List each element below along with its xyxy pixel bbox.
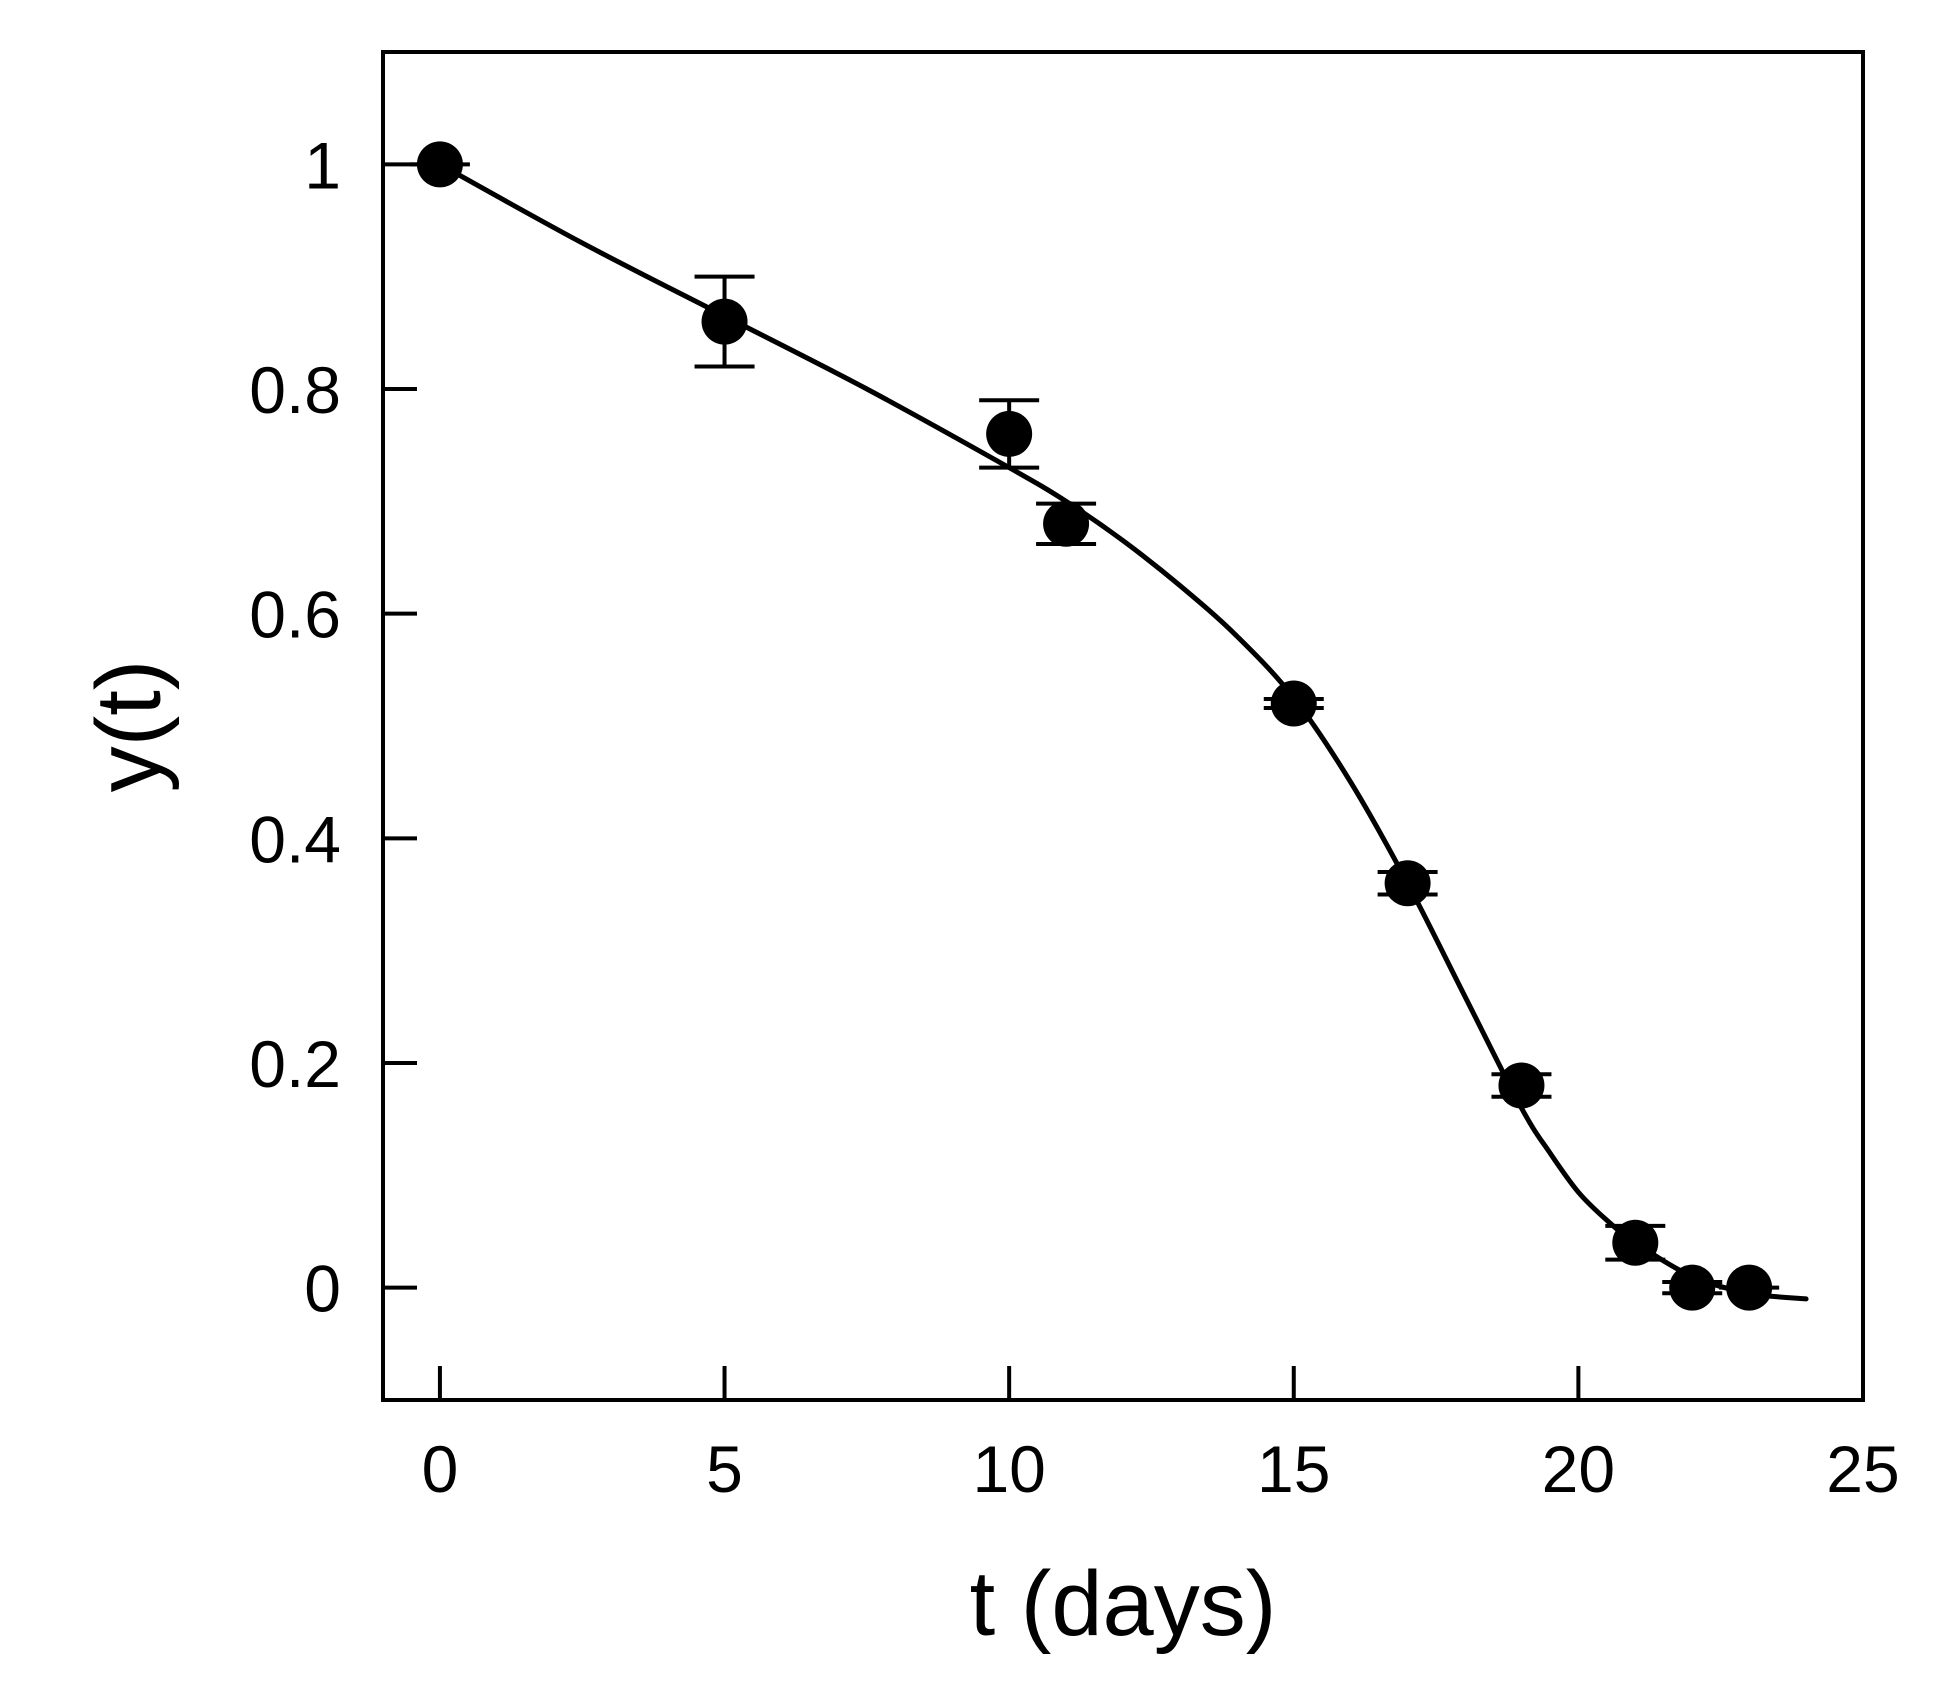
data-point <box>416 141 463 188</box>
data-point <box>1669 1264 1716 1311</box>
y-tick-label: 0.2 <box>249 1027 341 1101</box>
x-tick-label: 25 <box>1826 1432 1899 1506</box>
y-axis-ticks: 0 0.2 0.4 0.6 0.8 1 <box>249 128 417 1326</box>
error-bars <box>409 162 1780 1296</box>
x-tick-label: 10 <box>972 1432 1045 1506</box>
x-axis-ticks: 0 5 10 15 20 25 <box>422 1366 1900 1506</box>
x-tick-label: 0 <box>422 1432 459 1506</box>
x-axis-label: t (days) <box>970 1553 1277 1655</box>
y-tick-label: 1 <box>304 128 341 202</box>
y-axis-label: y(t) <box>78 660 180 793</box>
data-point <box>986 410 1033 457</box>
y-tick-label: 0.8 <box>249 353 341 427</box>
data-point <box>1498 1062 1545 1109</box>
x-tick-label: 15 <box>1257 1432 1330 1506</box>
data-point <box>701 298 748 345</box>
plot-frame <box>381 50 1865 1402</box>
x-tick-label: 20 <box>1542 1432 1615 1506</box>
y-tick-label: 0.4 <box>249 802 341 876</box>
fit-line <box>437 161 1809 1302</box>
x-tick-label: 5 <box>706 1432 743 1506</box>
y-tick-label: 0 <box>304 1252 341 1326</box>
data-point <box>1384 860 1431 907</box>
data-points <box>416 141 1773 1311</box>
y-tick-label: 0.6 <box>249 578 341 652</box>
data-point <box>1043 500 1090 547</box>
data-point <box>1270 680 1317 727</box>
data-point <box>1726 1264 1773 1311</box>
data-point <box>1612 1219 1659 1266</box>
